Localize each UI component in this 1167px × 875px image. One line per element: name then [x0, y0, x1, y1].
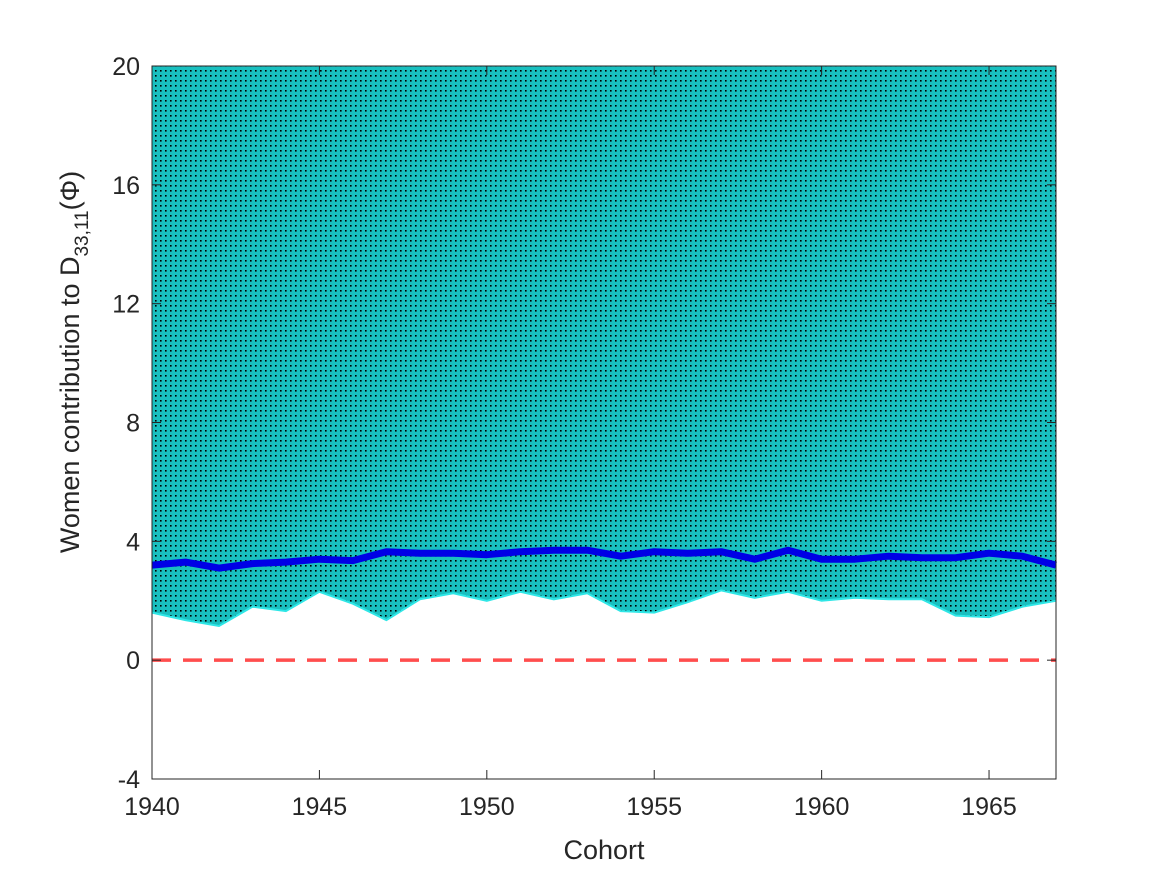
y-axis-label: Women contribution to D33,11(Φ): [55, 171, 93, 553]
estimate-line-path: [151, 546, 1057, 572]
x-tick-label: 1945: [292, 793, 348, 821]
x-tick-label: 1955: [626, 793, 682, 821]
confidence-band: [151, 66, 1057, 628]
y-tick-label: -4: [118, 766, 140, 794]
y-axis-ticks: -4 0 4 8 12 16 20: [112, 53, 1056, 794]
y-tick-label: 8: [126, 410, 140, 438]
y-tick-label: 4: [126, 528, 140, 556]
x-tick-label: 1960: [794, 793, 850, 821]
x-tick-label: 1965: [961, 793, 1017, 821]
y-tick-label: 12: [112, 291, 140, 319]
y-tick-label: 0: [126, 647, 140, 675]
x-tick-label: 1950: [459, 793, 515, 821]
band-lower-edge: [151, 589, 1057, 628]
y-axis-label-argument: (Φ): [55, 171, 85, 211]
estimate-line: [151, 546, 1057, 572]
y-tick-label: 20: [112, 53, 140, 81]
x-axis-ticks: 1940 1945 1950 1955 1960 1965: [124, 66, 1017, 821]
x-axis-label: Cohort: [563, 835, 645, 865]
x-tick-label: 1940: [124, 793, 180, 821]
y-axis-label-main: Women contribution to D: [55, 257, 85, 554]
band-stipple: [152, 66, 1056, 626]
y-axis-label-subscript: 33,11: [72, 210, 93, 256]
y-tick-label: 16: [112, 172, 140, 200]
